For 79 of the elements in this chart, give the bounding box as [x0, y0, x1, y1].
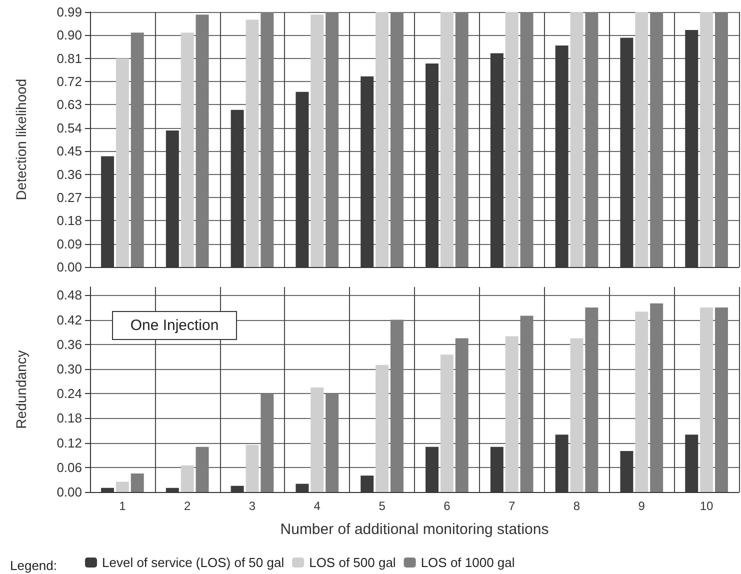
bar — [196, 14, 209, 267]
y-tick-label: 0.00 — [56, 260, 82, 274]
y-tick-label: 0.48 — [56, 288, 82, 303]
x-tick-label: 3 — [248, 499, 256, 513]
bar — [650, 303, 664, 492]
bar — [130, 32, 144, 267]
y-tick-label: 0.06 — [56, 460, 82, 475]
y-tick-label: 0.24 — [56, 386, 82, 402]
bar — [714, 12, 728, 267]
bar — [440, 354, 454, 492]
y-axis-title: Redundancy — [13, 350, 29, 429]
y-tick-label: 0.63 — [56, 97, 82, 112]
y-tick-label: 0.00 — [56, 484, 82, 500]
x-tick-label: 5 — [378, 499, 386, 513]
y-tick-label: 0.72 — [56, 74, 82, 90]
bar — [326, 394, 339, 492]
bar — [505, 336, 518, 492]
y-tick-label: 0.36 — [56, 336, 82, 352]
x-tick-label: 9 — [638, 499, 646, 513]
y-tick-label: 0.99 — [56, 4, 82, 20]
x-tick-label: 4 — [314, 499, 321, 513]
x-tick-label: 10 — [700, 499, 714, 513]
y-tick-label: 0.90 — [56, 28, 82, 43]
bar — [570, 338, 584, 492]
bar — [440, 12, 454, 267]
bar — [246, 444, 259, 492]
legend-label: LOS of 500 gal — [309, 555, 396, 570]
x-tick-label: 1 — [119, 499, 126, 513]
bar — [376, 12, 389, 267]
bar — [246, 20, 259, 267]
x-axis-title: Number of additional monitoring stations — [280, 521, 549, 538]
x-tick-label: 7 — [508, 499, 516, 513]
y-tick-label: 0.27 — [56, 190, 82, 205]
bar — [520, 12, 534, 267]
legend-title: Legend: — [10, 558, 57, 573]
bar — [180, 465, 194, 492]
bar — [130, 474, 144, 492]
bar — [585, 12, 598, 267]
bar — [455, 12, 468, 267]
y-tick-label: 0.09 — [56, 236, 82, 252]
bar — [714, 308, 728, 492]
legend-label: Level of service (LOS) of 50 gal — [102, 555, 284, 570]
bar — [390, 320, 404, 492]
bar — [310, 387, 324, 492]
y-axis-title: Detection likelihood — [13, 78, 29, 200]
bar — [570, 12, 584, 267]
x-tick-label: 8 — [573, 499, 580, 513]
x-tick-label: 2 — [184, 499, 192, 513]
bar — [116, 482, 129, 492]
bar — [260, 12, 274, 267]
bar — [700, 12, 714, 267]
bar — [700, 308, 714, 492]
bar — [310, 14, 324, 267]
y-tick-label: 0.42 — [56, 312, 82, 328]
bar — [196, 446, 209, 492]
y-tick-label: 0.18 — [56, 410, 82, 426]
y-tick-label: 0.36 — [56, 166, 82, 182]
bar — [180, 32, 194, 267]
bar — [635, 312, 648, 492]
bar — [505, 12, 518, 267]
bar — [116, 58, 129, 267]
bar — [520, 316, 534, 492]
bar — [650, 12, 664, 267]
bar — [455, 338, 468, 492]
x-tick-label: 6 — [444, 499, 451, 513]
y-tick-label: 0.81 — [56, 50, 82, 66]
annotation: One Injection — [130, 317, 219, 334]
y-tick-label: 0.45 — [56, 144, 82, 159]
bar — [376, 364, 389, 492]
bar — [635, 12, 648, 267]
y-tick-label: 0.54 — [56, 120, 82, 136]
y-tick-label: 0.30 — [56, 362, 82, 376]
legend-label: LOS of 1000 gal — [420, 555, 515, 570]
bar — [585, 308, 598, 492]
bar — [326, 12, 339, 267]
y-tick-label: 0.18 — [56, 213, 82, 228]
bar — [390, 12, 404, 267]
bar — [260, 394, 274, 492]
y-tick-label: 0.12 — [56, 435, 82, 450]
